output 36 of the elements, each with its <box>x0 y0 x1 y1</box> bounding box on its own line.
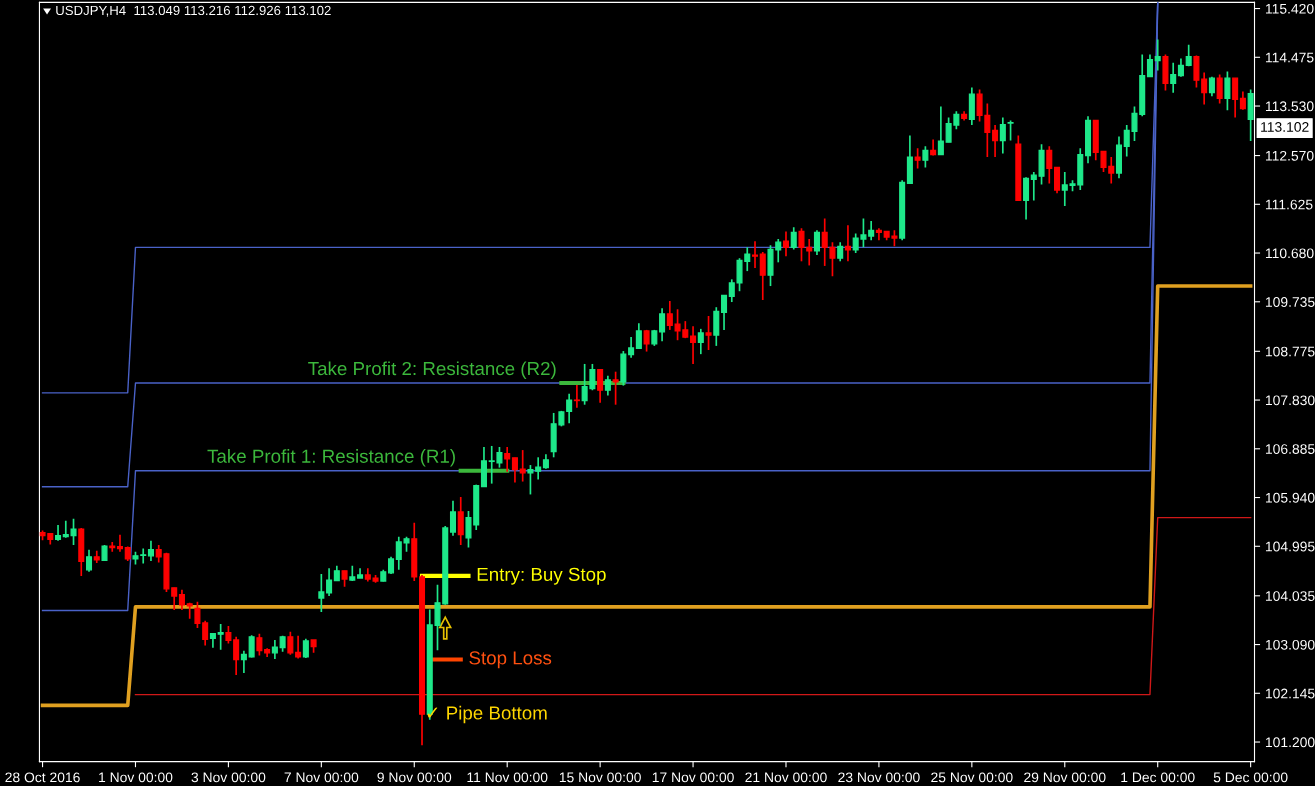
text: 113.102 <box>1261 122 1309 132</box>
y-tick-label: 114.475 <box>1265 52 1314 63</box>
x-tick-label: 9 Nov 00:00 <box>377 772 452 783</box>
y-tick-label: 104.995 <box>1265 541 1315 552</box>
x-tick-label: 3 Nov 00:00 <box>191 772 266 783</box>
y-tick-label: 107.830 <box>1265 395 1315 406</box>
y-tick-label: 106.885 <box>1265 444 1315 454</box>
y-tick-label: 103.090 <box>1265 639 1315 650</box>
y-tick-label: 112.570 <box>1265 150 1314 161</box>
x-tick-label: 1 Nov 00:00 <box>99 772 173 783</box>
y-tick-label: 108.775 <box>1265 346 1315 357</box>
annotation: Take Profit 2: Resistance (R2) <box>308 361 556 379</box>
y-tick-label: 101.200 <box>1265 737 1315 748</box>
x-tick-label: 5 Dec 00:00 <box>1213 772 1288 783</box>
y-tick-label: 105.940 <box>1265 492 1315 503</box>
x-tick-label: 21 Nov 00:00 <box>745 772 827 783</box>
y-tick-label: 109.735 <box>1265 297 1315 307</box>
y-tick-label: 102.145 <box>1265 688 1315 699</box>
y-tick-label: 113.530 <box>1265 101 1314 112</box>
chart-title: USDJPY,H4 113.049 113.216 112.926 113.102 <box>56 5 331 17</box>
x-tick-label: 1 Dec 00:00 <box>1121 772 1195 783</box>
x-tick-label: 11 Nov 00:00 <box>467 772 548 783</box>
x-tick-label: 7 Nov 00:00 <box>284 772 359 783</box>
x-tick-label: 17 Nov 00:00 <box>652 772 734 783</box>
y-tick-label: 111.625 <box>1265 199 1313 210</box>
x-tick-label: 28 Oct 2016 <box>5 772 80 783</box>
annotation: Entry: Buy Stop <box>477 567 606 585</box>
x-tick-label: 15 Nov 00:00 <box>559 772 641 783</box>
annotation: Stop Loss <box>469 651 552 669</box>
x-tick-label: 29 Nov 00:00 <box>1024 772 1106 783</box>
y-tick-label: 110.680 <box>1265 248 1314 259</box>
y-tick-label: 115.420 <box>1265 3 1314 14</box>
y-tick-label: 104.035 <box>1265 591 1315 601</box>
annotation: Take Profit 1: Resistance (R1) <box>207 449 455 467</box>
x-tick-label: 25 Nov 00:00 <box>931 772 1013 783</box>
x-tick-label: 23 Nov 00:00 <box>838 772 920 783</box>
